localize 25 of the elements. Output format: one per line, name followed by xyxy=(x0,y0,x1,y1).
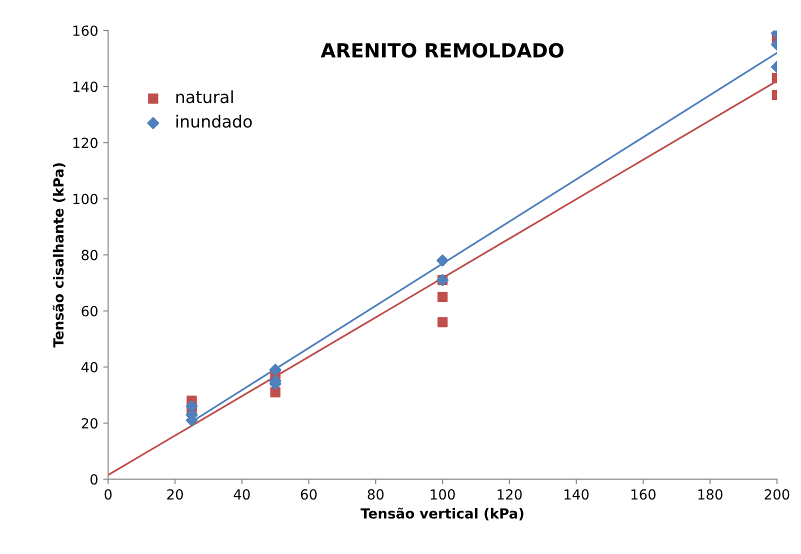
x-tick-label: 160 xyxy=(631,489,656,500)
y-tick-label: 0 xyxy=(90,474,98,485)
y-axis-title: Tensão cisalhante (kPa) xyxy=(52,163,66,348)
y-tick-label: 100 xyxy=(73,194,98,204)
y-tick-label: 140 xyxy=(73,82,98,92)
x-tick-label: 120 xyxy=(498,489,522,500)
y-tick-label: 80 xyxy=(82,250,98,260)
y-tick-label: 20 xyxy=(82,418,98,429)
x-tick-label: 20 xyxy=(167,489,183,500)
x-tick-label: 140 xyxy=(564,489,589,500)
x-axis-title: Tensão vertical (kPa) xyxy=(360,508,524,520)
text: ARENITO REMOLDADO xyxy=(320,42,564,58)
x-tick-label: 40 xyxy=(234,489,250,500)
y-tick-label: 60 xyxy=(82,306,98,316)
x-tick-label: 80 xyxy=(368,489,384,500)
x-tick-label: 0 xyxy=(104,489,112,500)
y-tick-label: 40 xyxy=(81,362,98,372)
x-tick-label: 100 xyxy=(430,489,455,500)
y-tick-label: 120 xyxy=(73,138,98,148)
x-tick-label: 60 xyxy=(300,489,317,500)
legend-label: natural xyxy=(176,90,233,104)
x-tick-label: 180 xyxy=(698,489,722,500)
y-tick-label: 160 xyxy=(73,25,98,36)
x-tick-label: 200 xyxy=(764,489,790,500)
legend-label: inundado xyxy=(176,114,252,128)
